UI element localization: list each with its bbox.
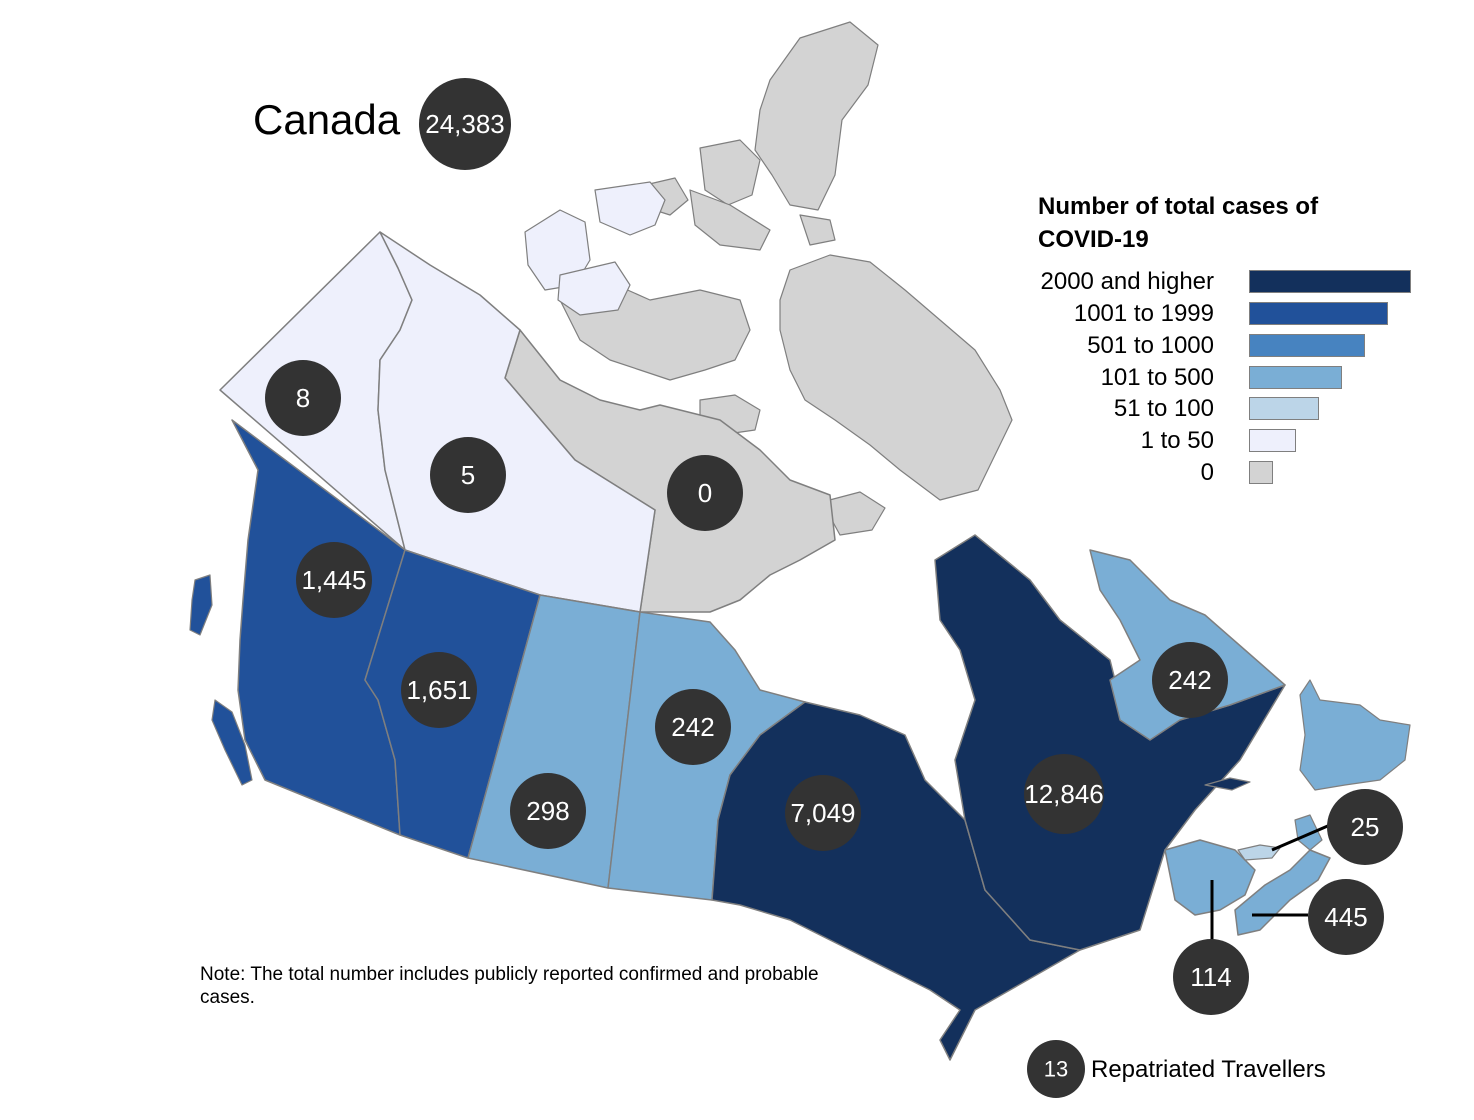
footnote: Note: The total number includes publicly… (200, 964, 819, 1008)
vancouver-island (211, 699, 253, 786)
cape-breton (1294, 814, 1323, 851)
legend-label-3: 101 to 500 (1100, 364, 1214, 391)
alberta-bubble: 1,651 (401, 652, 477, 728)
victoria-island-nwt (557, 261, 631, 316)
newfoundland-island (1299, 679, 1411, 791)
northern-island-2 (799, 214, 836, 246)
newfoundland-labrador-value: 242 (1168, 665, 1211, 695)
pei-bubble: 25 (1327, 789, 1403, 865)
bc-value: 1,445 (301, 565, 366, 595)
nunavut-value: 0 (698, 478, 712, 508)
legend-label-1: 1001 to 1999 (1073, 300, 1214, 327)
legend-label-6: 0 (1200, 459, 1214, 486)
manitoba-bubble: 242 (655, 689, 731, 765)
yukon-value: 8 (296, 383, 310, 413)
repatriated-value: 13 (1044, 1057, 1068, 1082)
saskatchewan-value: 298 (526, 796, 569, 826)
new-brunswick-value: 114 (1190, 962, 1231, 992)
alberta-value: 1,651 (406, 675, 471, 705)
newfoundland-labrador-bubble: 242 (1152, 642, 1228, 718)
axel-heiberg-island (689, 189, 771, 251)
legend-swatch-2 (1249, 334, 1365, 357)
anticosti-island (1204, 777, 1251, 791)
nova-scotia-bubble: 445 (1308, 879, 1384, 955)
nwt-value: 5 (461, 460, 475, 490)
ontario-value: 7,049 (790, 798, 855, 828)
repatriated-bubble: 13 (1027, 1040, 1085, 1098)
baffin-island (779, 254, 1013, 501)
nwt-bubble: 5 (430, 437, 506, 513)
arctic-islet-nwt (594, 181, 666, 236)
legend-swatch-0 (1249, 270, 1411, 293)
total-value: 24,383 (425, 109, 505, 139)
prince-edward-island (1237, 844, 1281, 861)
legend-swatch-3 (1249, 366, 1342, 389)
legend-label-5: 1 to 50 (1140, 427, 1214, 454)
quebec (934, 534, 1286, 951)
ontario-bubble: 7,049 (785, 775, 861, 851)
quebec-bubble: 12,846 (1024, 754, 1104, 834)
nunavut-bubble: 0 (667, 455, 743, 531)
legend-title: Number of total cases of COVID-19 (1038, 193, 1319, 253)
quebec-value: 12,846 (1024, 779, 1104, 809)
devon-island (699, 139, 761, 206)
nova-scotia-value: 445 (1324, 902, 1367, 932)
manitoba-value: 242 (671, 712, 714, 742)
legend-label-4: 51 to 100 (1113, 395, 1214, 422)
pei-callout-line (1271, 823, 1331, 852)
ellesmere-island (754, 21, 879, 211)
bc-bubble: 1,445 (296, 542, 372, 618)
new-brunswick (1164, 839, 1256, 916)
legend-label-2: 501 to 1000 (1087, 332, 1214, 359)
legend-label-0: 2000 and higher (1040, 268, 1214, 295)
pei-value: 25 (1351, 812, 1380, 842)
total-bubble: 24,383 (419, 78, 511, 170)
legend-swatch-4 (1249, 397, 1319, 420)
map-title: Canada (253, 96, 401, 143)
legend-swatch-1 (1249, 302, 1388, 325)
yukon-bubble: 8 (265, 360, 341, 436)
repatriated-label: Repatriated Travellers (1091, 1056, 1326, 1083)
new-brunswick-bubble: 114 (1173, 939, 1249, 1015)
legend-swatch-6 (1249, 461, 1273, 484)
legend-swatch-5 (1249, 429, 1296, 452)
southampton-island (821, 491, 886, 536)
saskatchewan-bubble: 298 (510, 773, 586, 849)
haida-gwaii (189, 574, 213, 636)
